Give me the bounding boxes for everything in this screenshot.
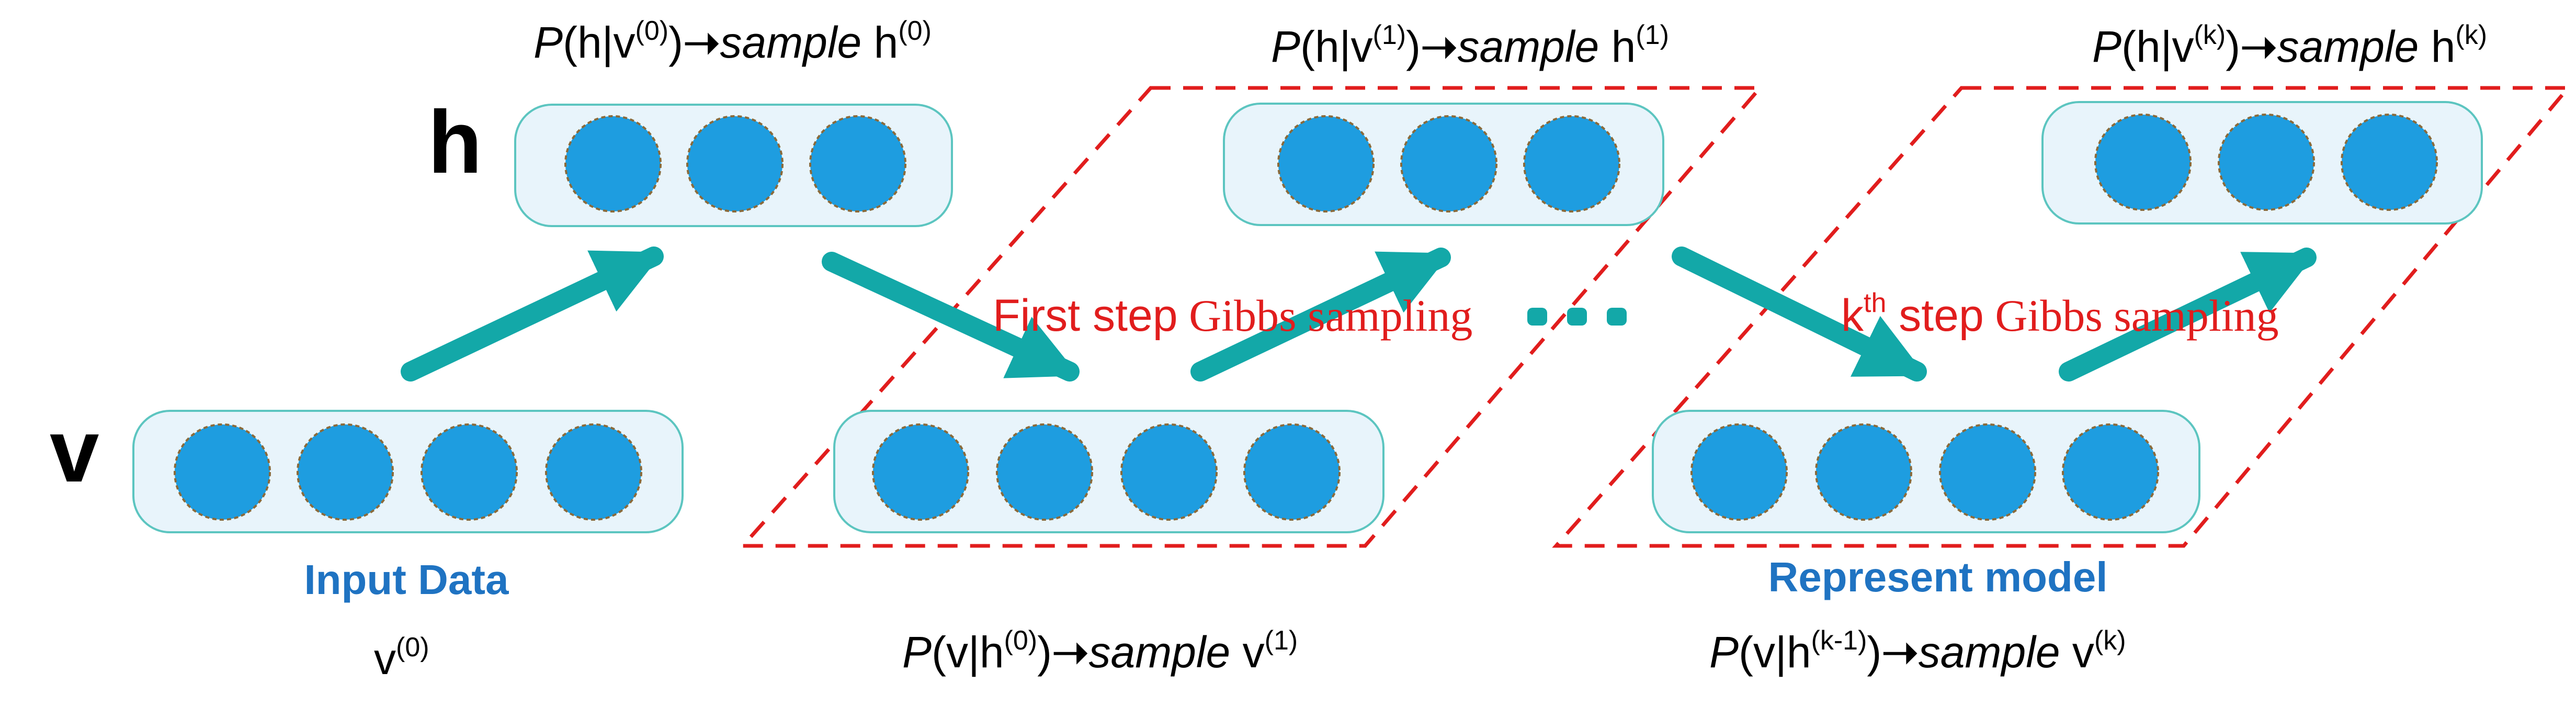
- visible-layer-0-box: [132, 410, 684, 533]
- ellipsis-dot: [1607, 308, 1627, 326]
- arrow-h0-to-v1: [822, 252, 1080, 382]
- visible-unit: [996, 423, 1093, 521]
- hidden-unit: [2218, 114, 2315, 211]
- hidden-layer-0: [514, 104, 953, 227]
- hidden-unit: [2341, 114, 2438, 211]
- hidden-unit: [1400, 115, 1497, 212]
- visible-unit: [297, 423, 394, 521]
- stepk-dashed-frame: [1552, 86, 2572, 548]
- input-data-caption: Input Data: [304, 556, 509, 603]
- visible-unit: [174, 423, 271, 521]
- visible-unit: [1939, 423, 2036, 521]
- gibbs-step-frames: [739, 86, 2572, 548]
- kth-step-label: kth step Gibbs sampling: [1841, 288, 2279, 341]
- ellipsis-dot: [1567, 308, 1587, 326]
- hidden-unit: [564, 115, 662, 212]
- formula-h1: P(h|v(1))➝sample h(1): [1271, 20, 1669, 71]
- formula-v1: P(v|h(0))➝sample v(1): [902, 625, 1298, 677]
- visible-unit: [2062, 423, 2159, 521]
- hidden-layer-1: [1223, 103, 1664, 226]
- hidden-layer-k: [2041, 101, 2483, 225]
- hidden-layer-label: h: [428, 93, 482, 192]
- visible-unit: [1690, 423, 1788, 521]
- first-step-label: First step Gibbs sampling: [993, 290, 1472, 341]
- arrow-vk-to-hk: [2059, 248, 2317, 382]
- formula-h0: P(h|v(0))➝sample h(0): [534, 16, 932, 67]
- visible-unit: [1120, 423, 1218, 521]
- arrow-dots-to-vk: [1672, 247, 1927, 382]
- visible-layer-0: [132, 410, 684, 533]
- visible-unit: [872, 423, 969, 521]
- arrow-v0-to-h0: [401, 247, 664, 382]
- formula-hk: P(h|v(k))➝sample h(k): [2092, 20, 2487, 71]
- visible-unit: [1243, 423, 1341, 521]
- formula-v0: v(0): [374, 632, 429, 684]
- visible-unit: [1815, 423, 1912, 521]
- ellipsis-dots: [1527, 308, 1627, 326]
- hidden-unit: [2094, 114, 2192, 211]
- layers: [132, 101, 2483, 533]
- hidden-unit: [1277, 115, 1375, 212]
- visible-layer-1: [833, 410, 1385, 533]
- formula-vk: P(v|h(k-1))➝sample v(k): [1709, 625, 2126, 677]
- step1-dashed-frame: [739, 86, 1764, 548]
- visible-unit: [421, 423, 518, 521]
- visible-unit: [545, 423, 642, 521]
- visible-layer-label: v: [50, 401, 99, 501]
- ellipsis-dot: [1527, 308, 1547, 326]
- hidden-unit: [1523, 115, 1620, 212]
- hidden-unit: [809, 115, 906, 212]
- represent-model-caption: Represent model: [1768, 554, 2107, 600]
- hidden-unit: [686, 115, 784, 212]
- visible-layer-1-box: [833, 410, 1385, 533]
- visible-layer-k-box: [1652, 410, 2200, 533]
- sampling-arrows: [401, 247, 2317, 382]
- arrow-v1-to-h1: [1190, 248, 1451, 382]
- visible-layer-k: [1652, 410, 2200, 533]
